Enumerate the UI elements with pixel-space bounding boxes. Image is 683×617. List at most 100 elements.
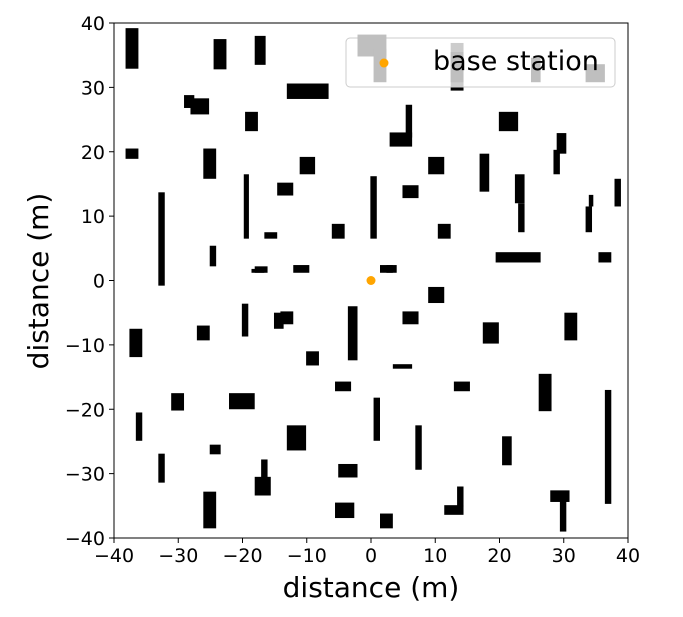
obstacles-layer [125, 28, 621, 532]
obstacle-9 [243, 174, 249, 239]
obstacle-54 [171, 393, 185, 411]
legend-marker-base-station [379, 58, 389, 68]
y-tick-label-20: 20 [81, 142, 105, 164]
obstacle-62 [158, 453, 165, 483]
obstacle-7 [286, 83, 329, 99]
obstacle-0 [125, 28, 139, 69]
obstacle-19 [370, 176, 377, 239]
obstacle-66 [335, 502, 355, 519]
y-tick-label-0: 0 [93, 271, 105, 293]
obstacle-47 [428, 286, 445, 304]
y-tick-label--10: −10 [65, 335, 105, 357]
x-tick-label-30: 30 [552, 545, 576, 567]
obstacle-32 [585, 206, 593, 233]
obstacle-37 [129, 328, 143, 358]
y-tick-label-30: 30 [81, 77, 105, 99]
obstacle-21 [405, 104, 413, 138]
obstacle-40 [273, 312, 284, 329]
obstacle-5 [190, 98, 210, 115]
obstacle-17 [293, 265, 310, 273]
obstacle-73 [559, 499, 567, 532]
obstacle-23 [428, 156, 445, 175]
obstacle-10 [277, 182, 294, 196]
obstacle-4 [184, 95, 195, 108]
obstacle-57 [135, 412, 143, 441]
obstacle-61 [502, 436, 512, 466]
obstacle-53 [335, 381, 352, 392]
obstacle-68 [380, 513, 393, 529]
x-tick-label--10: −10 [287, 545, 327, 567]
obstacle-49 [482, 322, 499, 344]
obstacle-28 [514, 174, 525, 204]
obstacle-41 [280, 311, 294, 325]
obstacle-69 [444, 505, 464, 515]
points-layer [366, 276, 376, 285]
obstacle-34 [614, 178, 621, 207]
obstacle-45 [386, 265, 397, 273]
legend-overlap-layer [357, 34, 605, 83]
obstacle-35 [495, 252, 541, 263]
legend-overlap-obstacle-3 [530, 57, 541, 83]
obstacle-18 [331, 223, 345, 239]
x-tick-label--30: −30 [158, 545, 198, 567]
obstacle-52 [453, 381, 470, 392]
y-tick-label-40: 40 [81, 13, 105, 35]
obstacle-24 [437, 223, 451, 239]
obstacle-2 [213, 39, 227, 70]
obstacle-67 [203, 491, 217, 529]
obstacle-27 [479, 153, 490, 192]
obstacle-3 [254, 35, 266, 65]
x-axis-label: distance (m) [283, 571, 460, 604]
obstacle-36 [598, 252, 612, 263]
obstacle-1 [125, 148, 139, 159]
obstacle-58 [209, 444, 221, 455]
obstacle-70 [457, 486, 464, 508]
x-tick-label--20: −20 [222, 545, 262, 567]
legend-overlap-obstacle-1 [373, 48, 387, 83]
obstacle-50 [564, 312, 578, 341]
obstacle-60 [415, 425, 422, 470]
obstacle-6 [245, 111, 258, 132]
y-tick-label--20: −20 [65, 399, 105, 421]
obstacle-13 [209, 245, 217, 267]
obstacle-48 [392, 364, 413, 369]
obstacle-16 [251, 268, 265, 273]
x-tick-label-10: 10 [423, 545, 447, 567]
y-tick-label--30: −30 [65, 464, 105, 486]
x-tick-label-40: 40 [616, 545, 640, 567]
y-tick-label--40: −40 [65, 528, 105, 550]
x-tick-label--40: −40 [94, 545, 134, 567]
x-tick-label-0: 0 [365, 545, 377, 567]
obstacle-29 [518, 203, 525, 233]
obstacle-56 [373, 397, 380, 441]
legend-overlap-obstacle-4 [585, 64, 605, 83]
obstacle-43 [347, 306, 358, 361]
obstacle-64 [261, 459, 268, 483]
obstacle-55 [229, 393, 255, 410]
obstacle-33 [588, 194, 594, 207]
obstacle-38 [196, 325, 210, 341]
obstacle-42 [306, 351, 319, 366]
legend-label-base-station: base station [433, 46, 599, 77]
obstacle-12 [158, 192, 165, 286]
obstacle-51 [538, 373, 552, 412]
obstacle-31 [556, 133, 567, 154]
obstacle-8 [203, 148, 217, 179]
obstacle-11 [299, 156, 316, 175]
obstacle-14 [264, 232, 278, 239]
axes-layer: −40 −30 −20 −10 0 10 20 30 40 −40 −30 −20 −10 0 10 20 30… [65, 13, 640, 567]
obstacle-26 [498, 111, 519, 132]
obstacle-65 [338, 463, 358, 478]
base-station-point-0-0 [366, 276, 376, 285]
y-tick-label-10: 10 [81, 206, 105, 228]
x-tick-label-20: 20 [487, 545, 511, 567]
legend-overlap-obstacle-2 [450, 51, 464, 83]
y-axis-label: distance (m) [22, 193, 55, 370]
obstacle-59 [286, 425, 307, 451]
obstacle-46 [402, 311, 419, 325]
legend-frame [345, 37, 616, 88]
obstacle-71 [604, 389, 612, 504]
obstacle-39 [241, 303, 249, 337]
obstacle-72 [550, 490, 570, 502]
